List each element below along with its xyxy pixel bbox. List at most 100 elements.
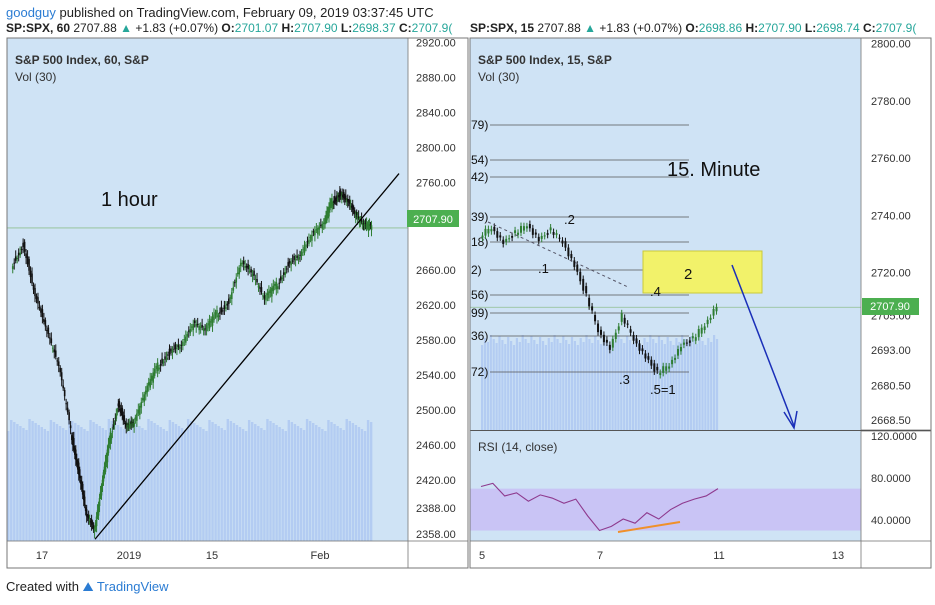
left-volume-bar xyxy=(238,427,242,541)
left-candle-body xyxy=(153,369,156,376)
left-candle-body xyxy=(353,209,356,214)
left-volume-bar xyxy=(223,430,226,541)
left-volume-bar xyxy=(132,422,135,541)
right-target-box[interactable] xyxy=(642,250,763,294)
wave-label-3: .3 xyxy=(619,372,630,387)
left-time-axis[interactable] xyxy=(6,540,409,569)
left-volume-bar xyxy=(357,427,361,541)
left-volume-bar xyxy=(95,424,98,541)
left-candle-body xyxy=(233,282,236,284)
left-volume-bar xyxy=(342,430,345,541)
left-volume-bar xyxy=(58,426,62,541)
left-candle-body xyxy=(22,242,24,248)
left-y-tick-9: 2540.00 xyxy=(416,370,456,382)
left-candle-body xyxy=(328,206,330,217)
right-volume-bar xyxy=(486,342,489,430)
left-candle-body xyxy=(193,320,196,324)
left-trendline[interactable] xyxy=(94,173,400,540)
right-symbol: SP:SPX, 15 xyxy=(470,21,535,35)
right-candle-body xyxy=(709,317,712,320)
fib-level-label-7: 99) xyxy=(471,306,488,320)
right-chart-panel[interactable]: 79) 54) 42) 39) 18) 2) 56) 99) 36) 72) 2 S&P 500 … xyxy=(469,37,932,569)
right-price-axis[interactable] xyxy=(860,37,932,431)
left-candle-body xyxy=(131,423,133,426)
left-candle-body xyxy=(97,504,100,516)
left-candle-body xyxy=(31,273,33,284)
left-candle-body xyxy=(354,215,357,218)
left-candle-body xyxy=(79,479,82,484)
left-volume-bar xyxy=(174,424,178,541)
left-candle-body xyxy=(365,223,368,229)
right-candle-body xyxy=(540,236,543,239)
left-volume-bar xyxy=(360,429,364,541)
left-last-price-label: 2707.90 xyxy=(413,214,453,226)
tradingview-brand[interactable]: TradingView xyxy=(96,579,169,594)
left-candle-body xyxy=(63,389,66,397)
left-candle-body xyxy=(187,330,190,332)
left-candle-body xyxy=(11,266,14,269)
left-candle-body xyxy=(182,341,184,346)
left-volume-bar xyxy=(339,428,342,541)
right-volume-bar xyxy=(681,335,684,430)
left-candle-body xyxy=(90,519,93,525)
right-time-axis[interactable] xyxy=(469,540,862,569)
left-candle-body xyxy=(239,262,242,266)
left-candle-body xyxy=(293,256,295,261)
left-volume-bar xyxy=(61,428,65,541)
right-candle-body xyxy=(712,308,715,316)
left-candle-body xyxy=(346,198,349,202)
tradingview-logo-icon[interactable]: ⛰ xyxy=(82,579,94,594)
left-candle-body xyxy=(320,224,322,226)
right-volume-bar xyxy=(602,337,605,430)
left-candle-body xyxy=(147,382,150,386)
left-volume-bar xyxy=(287,420,290,541)
right-volume-bar xyxy=(512,345,516,430)
right-volume-bar xyxy=(498,336,501,430)
left-candle-body xyxy=(370,225,373,231)
right-projection-arrow[interactable] xyxy=(731,264,795,427)
fib-level-label-1: 54) xyxy=(471,153,488,167)
right-volume-bars xyxy=(470,306,861,430)
left-candle-body xyxy=(222,310,224,312)
left-volume-bar xyxy=(13,422,16,541)
right-x-tick-3: 11 xyxy=(713,550,724,562)
right-x-tick-4: 13 xyxy=(832,550,844,562)
left-volume-bar xyxy=(168,420,172,541)
left-volume-bar xyxy=(214,424,217,541)
left-candle-body xyxy=(92,524,95,529)
left-volume-bar xyxy=(34,423,37,541)
left-candle-body xyxy=(282,272,285,275)
right-candle-body xyxy=(481,235,484,238)
right-volume-bar xyxy=(707,338,710,430)
right-volume-bar xyxy=(646,342,649,430)
left-candle-body xyxy=(20,249,23,251)
left-volume-bar xyxy=(208,420,211,541)
left-candle-body xyxy=(73,437,75,450)
left-candle-body xyxy=(245,265,248,268)
left-candle-body xyxy=(367,224,370,231)
left-volume-bar xyxy=(229,421,233,541)
right-candle-body xyxy=(626,323,629,325)
rsi-divergence-line[interactable] xyxy=(617,521,681,533)
author-link[interactable]: goodguy xyxy=(6,5,56,20)
left-candle-body xyxy=(137,409,140,414)
left-chart-panel[interactable]: S&P 500 Index, 60, S&P Vol (30) 1 hour 2… xyxy=(6,37,469,569)
right-candle-body xyxy=(505,238,508,242)
right-candle-body xyxy=(691,336,694,339)
left-candle-body xyxy=(159,364,162,366)
right-panel-border xyxy=(469,37,932,569)
left-candle-body xyxy=(244,265,246,268)
right-volume-bar xyxy=(608,345,611,430)
left-candle-body xyxy=(336,195,338,200)
left-candle-body xyxy=(87,514,90,519)
footer: Created with ⛰ TradingView xyxy=(6,579,168,595)
left-price-axis[interactable] xyxy=(407,37,469,542)
left-candle-body xyxy=(287,262,289,267)
left-candle-body xyxy=(349,205,352,208)
right-candle-body xyxy=(534,232,537,235)
left-candle-body xyxy=(46,329,48,332)
right-dashed-channel[interactable] xyxy=(487,221,629,288)
right-volume-bar xyxy=(655,343,658,430)
left-volume-bar xyxy=(159,427,162,541)
